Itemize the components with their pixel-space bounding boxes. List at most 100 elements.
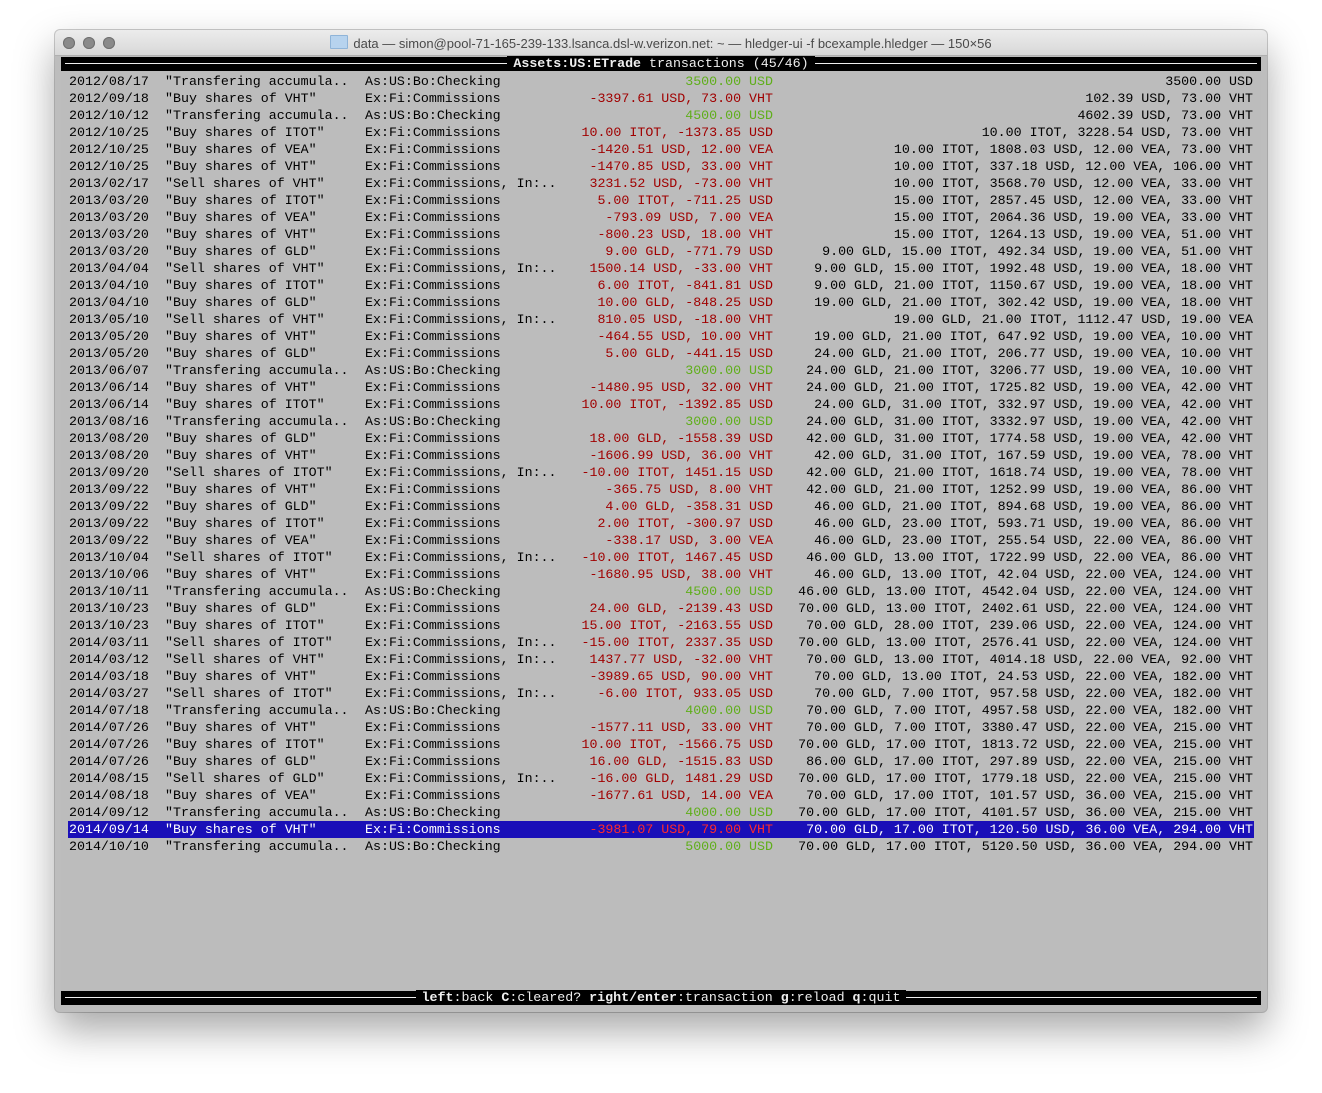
transaction-row[interactable]: 2013/09/22 "Buy shares of GLD" Ex:Fi:Commi…	[61, 498, 1261, 515]
date: 2014/07/26	[69, 720, 149, 735]
other-accounts: Ex:Fi:Commissions	[365, 380, 501, 395]
other-accounts: As:US:Bo:Checking	[365, 363, 501, 378]
running-balance: 42.00 GLD, 31.00 ITOT, 1774.58 USD, 19.0…	[806, 431, 1253, 446]
running-balance: 42.00 GLD, 31.00 ITOT, 167.59 USD, 19.00…	[814, 448, 1253, 463]
transaction-row[interactable]: 2014/07/18 "Transfering accumula.. As:US:B…	[61, 702, 1261, 719]
transaction-row[interactable]: 2014/03/11 "Sell shares of ITOT" Ex:Fi:Com…	[61, 634, 1261, 651]
other-accounts: Ex:Fi:Commissions	[365, 159, 501, 174]
transaction-row[interactable]: 2013/06/14 "Buy shares of VHT" Ex:Fi:Commi…	[61, 379, 1261, 396]
transaction-row[interactable]: 2012/10/25 "Buy shares of VHT" Ex:Fi:Commi…	[61, 158, 1261, 175]
transaction-row[interactable]: 2013/04/10 "Buy shares of GLD" Ex:Fi:Commi…	[61, 294, 1261, 311]
running-balance: 15.00 ITOT, 1264.13 USD, 19.00 VEA, 51.0…	[893, 227, 1253, 242]
transaction-row[interactable]: 2012/10/25 "Buy shares of ITOT" Ex:Fi:Comm…	[61, 124, 1261, 141]
transaction-row[interactable]: 2013/08/16 "Transfering accumula.. As:US:B…	[61, 413, 1261, 430]
transaction-row[interactable]: 2013/03/20 "Buy shares of GLD" Ex:Fi:Commi…	[61, 243, 1261, 260]
transaction-row[interactable]: 2013/06/14 "Buy shares of ITOT" Ex:Fi:Comm…	[61, 396, 1261, 413]
transaction-row[interactable]: 2014/07/26 "Buy shares of ITOT" Ex:Fi:Comm…	[61, 736, 1261, 753]
transaction-row[interactable]: 2014/07/26 "Buy shares of VHT" Ex:Fi:Commi…	[61, 719, 1261, 736]
amount: -1677.61 USD, 14.00 VEA	[589, 788, 773, 803]
transaction-row[interactable]: 2013/03/20 "Buy shares of VHT" Ex:Fi:Commi…	[61, 226, 1261, 243]
description: "Transfering accumula..	[165, 74, 349, 89]
transaction-row[interactable]: 2013/09/20 "Sell shares of ITOT" Ex:Fi:Com…	[61, 464, 1261, 481]
key-4-action: quit	[868, 990, 901, 1005]
transaction-row[interactable]: 2013/10/04 "Sell shares of ITOT" Ex:Fi:Com…	[61, 549, 1261, 566]
description: "Buy shares of GLD"	[165, 431, 317, 446]
amount: -16.00 GLD, 1481.29 USD	[589, 771, 773, 786]
transaction-row[interactable]: 2013/10/23 "Buy shares of ITOT" Ex:Fi:Comm…	[61, 617, 1261, 634]
amount: 15.00 ITOT, -2163.55 USD	[581, 618, 773, 633]
transaction-row[interactable]: 2012/09/18 "Buy shares of VHT" Ex:Fi:Commi…	[61, 90, 1261, 107]
amount: 5.00 GLD, -441.15 USD	[605, 346, 773, 361]
key-2-name: right/enter	[589, 990, 677, 1005]
transaction-row[interactable]: 2013/10/06 "Buy shares of VHT" Ex:Fi:Commi…	[61, 566, 1261, 583]
transaction-row[interactable]: 2014/03/18 "Buy shares of VHT" Ex:Fi:Commi…	[61, 668, 1261, 685]
transaction-list[interactable]: 2012/08/17 "Transfering accumula.. As:US:B…	[61, 73, 1261, 855]
transaction-row[interactable]: 2013/03/20 "Buy shares of VEA" Ex:Fi:Commi…	[61, 209, 1261, 226]
transaction-row[interactable]: 2013/05/10 "Sell shares of VHT" Ex:Fi:Comm…	[61, 311, 1261, 328]
amount: 1437.77 USD, -32.00 VHT	[589, 652, 773, 667]
transaction-row[interactable]: 2013/08/20 "Buy shares of VHT" Ex:Fi:Commi…	[61, 447, 1261, 464]
transaction-row[interactable]: 2013/04/04 "Sell shares of VHT" Ex:Fi:Comm…	[61, 260, 1261, 277]
running-balance: 102.39 USD, 73.00 VHT	[1085, 91, 1253, 106]
date: 2012/10/25	[69, 159, 149, 174]
transaction-row[interactable]: 2014/08/18 "Buy shares of VEA" Ex:Fi:Commi…	[61, 787, 1261, 804]
transaction-row[interactable]: 2014/08/15 "Sell shares of GLD" Ex:Fi:Comm…	[61, 770, 1261, 787]
date: 2014/07/26	[69, 737, 149, 752]
amount: 9.00 GLD, -771.79 USD	[605, 244, 773, 259]
key-2-action: transaction	[684, 990, 773, 1005]
other-accounts: Ex:Fi:Commissions, In:..	[365, 686, 557, 701]
amount: 1500.14 USD, -33.00 VHT	[589, 261, 773, 276]
other-accounts: As:US:Bo:Checking	[365, 703, 501, 718]
transaction-row[interactable]: 2013/04/10 "Buy shares of ITOT" Ex:Fi:Comm…	[61, 277, 1261, 294]
date: 2013/06/14	[69, 397, 149, 412]
amount: 3231.52 USD, -73.00 VHT	[589, 176, 773, 191]
date: 2013/05/10	[69, 312, 149, 327]
other-accounts: Ex:Fi:Commissions	[365, 737, 501, 752]
transaction-row[interactable]: 2013/09/22 "Buy shares of ITOT" Ex:Fi:Comm…	[61, 515, 1261, 532]
date: 2014/07/26	[69, 754, 149, 769]
transaction-row[interactable]: 2013/10/23 "Buy shares of GLD" Ex:Fi:Commi…	[61, 600, 1261, 617]
transaction-row[interactable]: 2014/03/27 "Sell shares of ITOT" Ex:Fi:Com…	[61, 685, 1261, 702]
transaction-row[interactable]: 2013/08/20 "Buy shares of GLD" Ex:Fi:Commi…	[61, 430, 1261, 447]
date: 2013/03/20	[69, 227, 149, 242]
running-balance: 19.00 GLD, 21.00 ITOT, 647.92 USD, 19.00…	[814, 329, 1253, 344]
date: 2012/10/25	[69, 125, 149, 140]
running-balance: 70.00 GLD, 7.00 ITOT, 957.58 USD, 22.00 …	[814, 686, 1253, 701]
footer-bar: left:back C:cleared? right/enter:transac…	[61, 990, 1261, 1005]
transaction-row[interactable]: 2012/10/25 "Buy shares of VEA" Ex:Fi:Commi…	[61, 141, 1261, 158]
other-accounts: Ex:Fi:Commissions, In:..	[365, 312, 557, 327]
date: 2012/10/12	[69, 108, 149, 123]
running-balance: 70.00 GLD, 17.00 ITOT, 4101.57 USD, 36.0…	[798, 805, 1253, 820]
transaction-row[interactable]: 2014/09/12 "Transfering accumula.. As:US:B…	[61, 804, 1261, 821]
transaction-row-selected[interactable]: 2014/09/14 "Buy shares of VHT" Ex:Fi:Commi…	[68, 821, 1254, 838]
transaction-row[interactable]: 2014/10/10 "Transfering accumula.. As:US:B…	[61, 838, 1261, 855]
other-accounts: Ex:Fi:Commissions	[365, 91, 501, 106]
amount: -1420.51 USD, 12.00 VEA	[589, 142, 773, 157]
description: "Buy shares of VHT"	[165, 91, 317, 106]
transaction-row[interactable]: 2013/05/20 "Buy shares of GLD" Ex:Fi:Commi…	[61, 345, 1261, 362]
transaction-row[interactable]: 2013/06/07 "Transfering accumula.. As:US:B…	[61, 362, 1261, 379]
description: "Buy shares of GLD"	[165, 295, 317, 310]
transaction-row[interactable]: 2013/09/22 "Buy shares of VEA" Ex:Fi:Commi…	[61, 532, 1261, 549]
transaction-row[interactable]: 2013/03/20 "Buy shares of ITOT" Ex:Fi:Comm…	[61, 192, 1261, 209]
transaction-row[interactable]: 2012/08/17 "Transfering accumula.. As:US:B…	[61, 73, 1261, 90]
transaction-row[interactable]: 2013/09/22 "Buy shares of VHT" Ex:Fi:Commi…	[61, 481, 1261, 498]
minimize-button[interactable]	[83, 37, 95, 49]
transaction-row[interactable]: 2014/07/26 "Buy shares of GLD" Ex:Fi:Commi…	[61, 753, 1261, 770]
zoom-button[interactable]	[103, 37, 115, 49]
transaction-row[interactable]: 2014/03/12 "Sell shares of VHT" Ex:Fi:Comm…	[61, 651, 1261, 668]
transaction-row[interactable]: 2013/05/20 "Buy shares of VHT" Ex:Fi:Commi…	[61, 328, 1261, 345]
running-balance: 70.00 GLD, 13.00 ITOT, 24.53 USD, 22.00 …	[814, 669, 1253, 684]
close-button[interactable]	[63, 37, 75, 49]
other-accounts: Ex:Fi:Commissions	[365, 431, 501, 446]
transaction-row[interactable]: 2012/10/12 "Transfering accumula.. As:US:B…	[61, 107, 1261, 124]
description: "Transfering accumula..	[165, 414, 349, 429]
other-accounts: Ex:Fi:Commissions	[365, 669, 501, 684]
running-balance: 46.00 GLD, 21.00 ITOT, 894.68 USD, 19.00…	[814, 499, 1253, 514]
running-balance: 9.00 GLD, 21.00 ITOT, 1150.67 USD, 19.00…	[814, 278, 1253, 293]
transaction-row[interactable]: 2013/02/17 "Sell shares of VHT" Ex:Fi:Comm…	[61, 175, 1261, 192]
other-accounts: Ex:Fi:Commissions	[365, 601, 501, 616]
header-label: transactions	[649, 56, 745, 71]
other-accounts: Ex:Fi:Commissions, In:..	[365, 652, 557, 667]
transaction-row[interactable]: 2013/10/11 "Transfering accumula.. As:US:B…	[61, 583, 1261, 600]
